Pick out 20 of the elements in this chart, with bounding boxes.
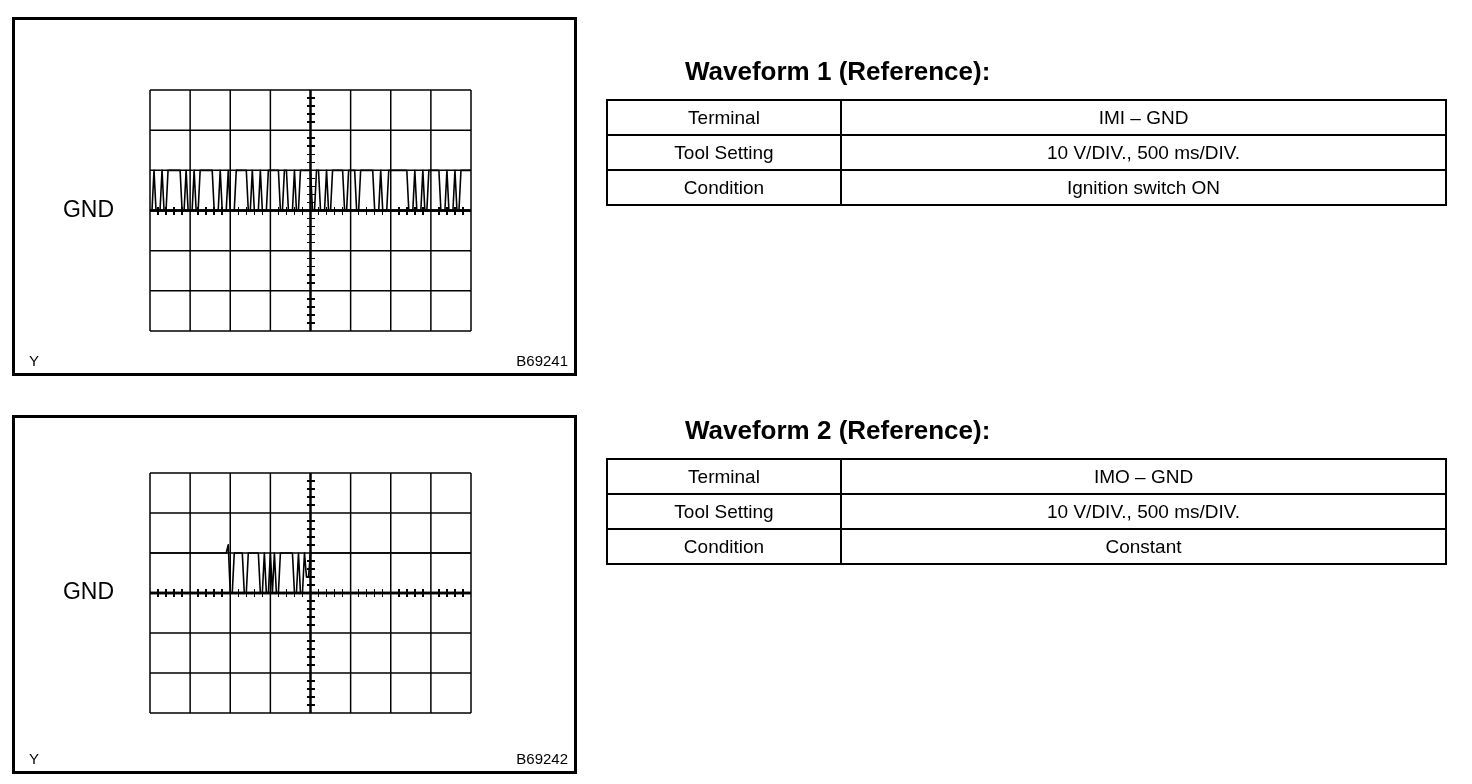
text: Condition [683, 176, 765, 198]
text: 10 V/DIV., 500 ms/DIV. [1047, 141, 1240, 163]
text: B69241 [516, 352, 568, 369]
text: Waveform 1 (Reference): [685, 55, 991, 88]
text: Condition [683, 535, 765, 557]
text: Tool Setting [674, 141, 774, 163]
ref-line-label: GND [62, 578, 114, 605]
text: Terminal [688, 465, 760, 487]
text: IMI – GND [1098, 106, 1189, 128]
text: 10 V/DIV., 500 ms/DIV. [1047, 500, 1240, 522]
ref-line-label: GND [62, 195, 114, 222]
text: IMO – GND [1093, 465, 1194, 487]
text: B69242 [516, 750, 568, 767]
text: Y [29, 352, 40, 369]
text: Terminal [688, 106, 760, 128]
text: Constant [1105, 535, 1182, 557]
text: Ignition switch ON [1066, 176, 1221, 198]
text: Tool Setting [674, 500, 774, 522]
text: Waveform 2 (Reference): [685, 414, 991, 447]
text: Y [29, 750, 40, 767]
